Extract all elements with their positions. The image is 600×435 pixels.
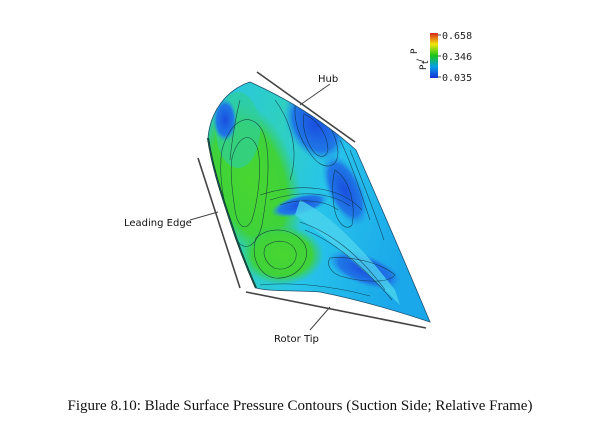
hub-bracket xyxy=(256,71,356,143)
leading-edge-leader xyxy=(189,211,219,221)
color-legend: 0.658 0.346 0.035 P / P t xyxy=(410,31,472,84)
legend-var-num: P xyxy=(410,48,420,54)
figure-caption: Figure 8.10: Blade Surface Pressure Cont… xyxy=(67,398,533,414)
legend-variable-label: P / P t xyxy=(410,48,431,70)
legend-min: 0.035 xyxy=(442,73,472,84)
legend-max: 0.658 xyxy=(442,31,472,42)
annotation-lines xyxy=(189,71,427,331)
pressure-contour-plot: Hub Leading Edge Rotor Tip 0.658 0.346 0… xyxy=(124,31,472,345)
rotor-tip-label: Rotor Tip xyxy=(274,334,319,345)
hub-leader xyxy=(299,83,331,106)
legend-colorbar xyxy=(430,33,438,78)
leading-edge-label: Leading Edge xyxy=(124,218,192,229)
legend-var-sub: t xyxy=(421,60,431,64)
rotor-tip-leader xyxy=(309,306,331,331)
hub-label: Hub xyxy=(318,74,338,85)
blade-surface xyxy=(207,81,431,323)
rotor-tip-bracket xyxy=(245,291,427,329)
leading-edge-bracket xyxy=(197,157,241,289)
legend-mid: 0.346 xyxy=(442,52,472,63)
legend-var-den: P xyxy=(419,64,429,70)
svg-text:/: / xyxy=(416,58,426,62)
